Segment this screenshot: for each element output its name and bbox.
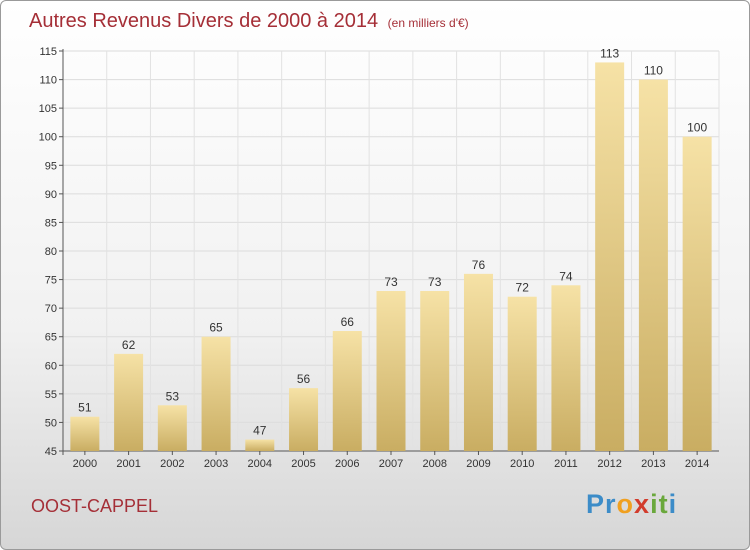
data-label: 113 (600, 46, 619, 60)
x-tick-label: 2004 (248, 458, 272, 470)
labels: 45 50 55 60 65 70 75 80 85 90 95 100 105 110 115 51 2000… (39, 46, 710, 470)
y-tick-label: 90 (45, 189, 57, 201)
bar (463, 273, 493, 451)
x-tick-label: 2007 (379, 458, 403, 470)
bar (332, 331, 362, 451)
chart-title: Autres Revenus Divers de 2000 à 2014 (en… (29, 10, 469, 33)
bar (595, 62, 625, 452)
logo-letter: x (634, 489, 651, 519)
x-tick-label: 2012 (597, 458, 621, 470)
bar (638, 79, 668, 452)
bar (376, 291, 406, 451)
data-label: 56 (297, 372, 311, 386)
x-tick-label: 2003 (204, 458, 228, 470)
data-label: 62 (122, 338, 136, 352)
logo-letter: i (650, 489, 659, 519)
y-tick-label: 75 (45, 275, 57, 287)
y-tick-label: 45 (45, 446, 57, 458)
bar (157, 405, 187, 451)
data-label: 73 (384, 275, 398, 289)
bar (70, 416, 100, 451)
x-tick-label: 2000 (73, 458, 97, 470)
data-label: 66 (341, 315, 355, 329)
x-tick-label: 2008 (422, 458, 446, 470)
bar (289, 388, 319, 451)
y-tick-label: 110 (39, 75, 57, 87)
y-tick-label: 95 (45, 160, 57, 172)
y-tick-label: 105 (39, 103, 57, 115)
x-tick-label: 2005 (291, 458, 315, 470)
x-tick-label: 2002 (160, 458, 184, 470)
bar (245, 439, 275, 451)
y-tick-label: 85 (45, 217, 57, 229)
y-tick-label: 50 (45, 417, 57, 429)
data-label: 110 (644, 64, 663, 78)
bar (114, 353, 144, 451)
bars (70, 62, 712, 452)
x-tick-label: 2006 (335, 458, 359, 470)
data-label: 51 (78, 401, 92, 415)
y-tick-label: 65 (45, 332, 57, 344)
logo-letter: o (616, 489, 635, 519)
data-label: 73 (428, 275, 442, 289)
chart-subtitle: (en milliers d'€) (387, 16, 469, 30)
data-label: 65 (209, 321, 223, 335)
chart-title-text: Autres Revenus Divers de 2000 à 2014 (29, 10, 379, 32)
data-label: 72 (516, 281, 530, 295)
x-tick-label: 2014 (685, 458, 709, 470)
data-label: 53 (166, 389, 180, 403)
proxiti-logo[interactable]: Proxiti (586, 489, 677, 520)
logo-letter: t (658, 489, 669, 519)
x-tick-label: 2011 (554, 458, 578, 470)
logo-letter: r (605, 489, 617, 519)
bar (201, 336, 231, 451)
y-tick-label: 70 (45, 303, 57, 315)
bar (420, 291, 450, 451)
x-tick-label: 2001 (116, 458, 140, 470)
data-label: 47 (253, 424, 267, 438)
data-label: 76 (472, 258, 486, 272)
logo-letter: i (668, 489, 678, 519)
x-tick-label: 2009 (466, 458, 490, 470)
bar (682, 136, 712, 451)
y-tick-label: 100 (39, 132, 57, 144)
data-label: 100 (687, 121, 707, 135)
y-tick-label: 80 (45, 246, 57, 258)
data-label: 74 (559, 269, 573, 283)
y-tick-label: 60 (45, 360, 57, 372)
x-tick-label: 2013 (641, 458, 665, 470)
bar (551, 285, 581, 451)
logo-letter: P (586, 489, 606, 519)
town-name: OOST-CAPPEL (31, 496, 159, 516)
x-tick-label: 2010 (510, 458, 534, 470)
bar (507, 296, 537, 451)
y-tick-label: 55 (45, 389, 57, 401)
y-tick-label: 115 (39, 46, 57, 58)
